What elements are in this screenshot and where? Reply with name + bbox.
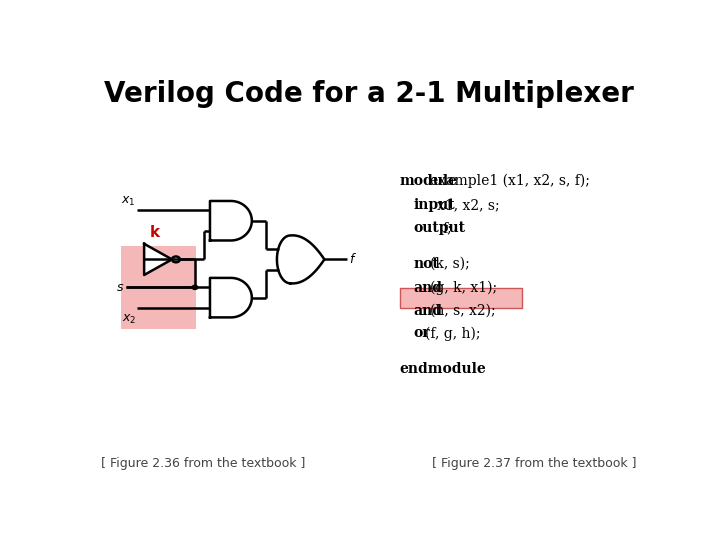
- Text: (k, s);: (k, s);: [431, 256, 470, 271]
- Polygon shape: [277, 235, 324, 284]
- Text: (f, g, h);: (f, g, h);: [425, 326, 480, 341]
- Text: and: and: [414, 303, 443, 318]
- Polygon shape: [210, 278, 252, 318]
- Text: and: and: [414, 281, 443, 295]
- Text: output: output: [414, 221, 466, 235]
- Text: [ Figure 2.37 from the textbook ]: [ Figure 2.37 from the textbook ]: [432, 457, 637, 470]
- Bar: [400, 288, 523, 308]
- Bar: [400, 288, 523, 308]
- Text: $s$: $s$: [116, 281, 124, 294]
- Text: k: k: [150, 225, 160, 240]
- Bar: [121, 246, 196, 329]
- Text: [ Figure 2.36 from the textbook ]: [ Figure 2.36 from the textbook ]: [101, 457, 305, 470]
- Circle shape: [172, 256, 180, 262]
- Polygon shape: [144, 244, 172, 275]
- Text: module: module: [400, 174, 458, 188]
- Text: f;: f;: [443, 221, 452, 235]
- Text: or: or: [414, 326, 430, 340]
- Text: input: input: [414, 198, 455, 212]
- Text: x1, x2, s;: x1, x2, s;: [437, 198, 500, 212]
- Text: (h, s, x2);: (h, s, x2);: [431, 303, 496, 318]
- Text: example1 (x1, x2, s, f);: example1 (x1, x2, s, f);: [431, 174, 590, 188]
- Text: (g, k, x1);: (g, k, x1);: [431, 280, 498, 295]
- Circle shape: [192, 285, 198, 289]
- Text: Verilog Code for a 2-1 Multiplexer: Verilog Code for a 2-1 Multiplexer: [104, 80, 634, 108]
- Text: $x_1$: $x_1$: [121, 195, 135, 208]
- Text: $x_2$: $x_2$: [122, 313, 137, 326]
- Text: not: not: [414, 256, 439, 271]
- Polygon shape: [210, 201, 252, 240]
- Text: endmodule: endmodule: [400, 362, 487, 376]
- Text: $f$: $f$: [349, 252, 357, 266]
